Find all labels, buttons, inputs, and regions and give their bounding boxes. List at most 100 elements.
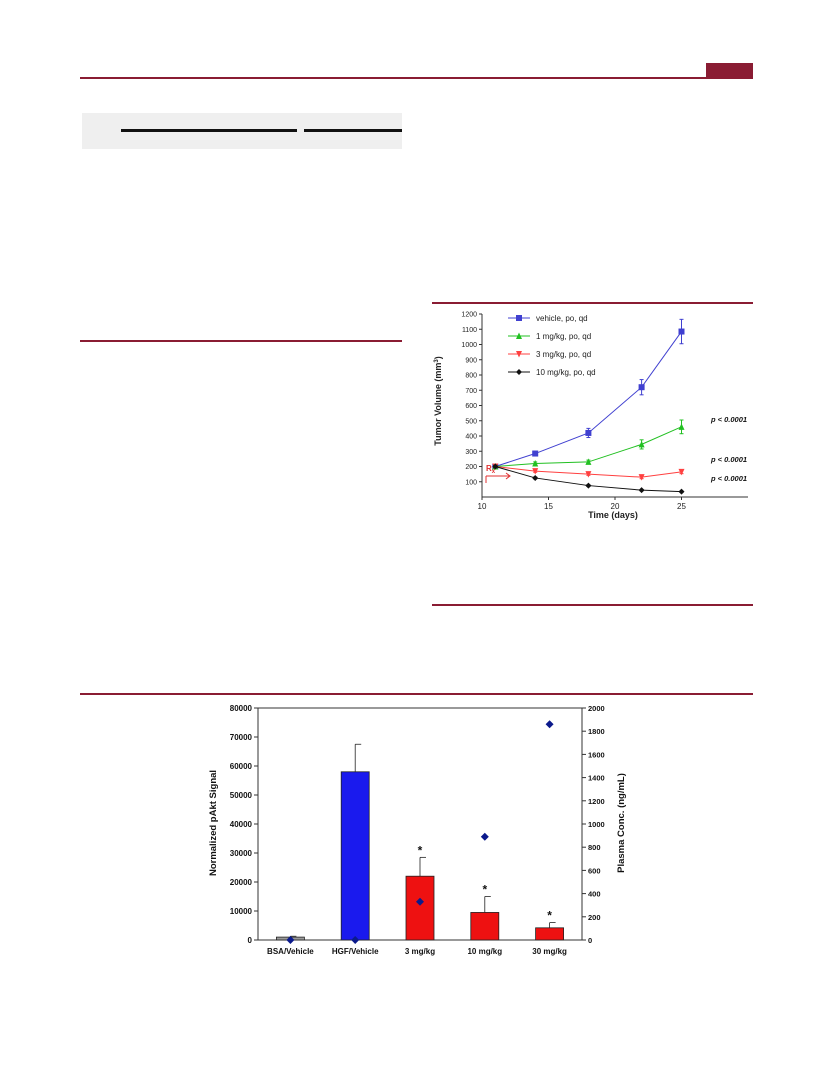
data-point xyxy=(678,328,685,335)
data-point xyxy=(585,458,592,465)
category-label: 30 mg/kg xyxy=(532,947,567,956)
dosing-start-label: Rx xyxy=(486,464,496,475)
legend-item: vehicle, po, qd xyxy=(508,314,588,323)
dosing-start-arrow xyxy=(485,472,511,483)
y-tick-label: 500 xyxy=(465,418,477,425)
y2-tick-label: 0 xyxy=(588,936,592,945)
significance-mark: * xyxy=(547,909,552,923)
y-tick-label: 900 xyxy=(465,357,477,364)
page-number-tab xyxy=(706,63,753,78)
bar-group: * 3 mg/kg xyxy=(405,843,435,956)
p-value-annotation: p < 0.0001 xyxy=(710,455,747,464)
section-rule-left xyxy=(80,340,402,342)
legend-label: 1 mg/kg, po, qd xyxy=(536,332,591,341)
y-tick-label: 800 xyxy=(465,373,477,380)
y-tick-label: 30000 xyxy=(230,849,253,858)
p-value-annotation: p < 0.0001 xyxy=(710,474,747,483)
y2-tick-label: 200 xyxy=(588,913,601,922)
x-axis-label: Time (days) xyxy=(588,510,638,520)
data-point xyxy=(585,429,592,436)
significance-mark: * xyxy=(418,843,423,857)
y-axis-label-left: Normalized pAkt Signal xyxy=(208,770,219,876)
p-value-annotation: p < 0.0001 xyxy=(710,415,747,424)
category-label: 10 mg/kg xyxy=(467,947,502,956)
figure-rule-bottom xyxy=(432,604,753,606)
y2-tick-label: 1000 xyxy=(588,820,605,829)
data-point xyxy=(532,450,539,457)
legend-label: 3 mg/kg, po, qd xyxy=(536,350,591,359)
bar xyxy=(405,875,435,941)
y2-tick-label: 400 xyxy=(588,890,601,899)
y-axis-label: Tumor Volume (mm3) xyxy=(433,356,443,446)
y2-tick-label: 1600 xyxy=(588,750,605,759)
plasma-concentration-marker xyxy=(480,832,489,841)
bar xyxy=(340,771,370,941)
legend-label: vehicle, po, qd xyxy=(536,314,588,323)
y-tick-label: 1100 xyxy=(462,327,477,334)
plasma-concentration-marker xyxy=(351,936,360,944)
data-point xyxy=(638,440,645,448)
y2-tick-label: 2000 xyxy=(588,704,605,713)
y2-tick-label: 600 xyxy=(588,866,601,875)
legend-marker xyxy=(516,369,522,375)
bar xyxy=(535,927,565,941)
y-tick-label: 60000 xyxy=(230,762,253,771)
y-tick-label: 0 xyxy=(248,936,253,945)
y-tick-label: 100 xyxy=(465,479,477,486)
category-label: 3 mg/kg xyxy=(405,947,435,956)
figure-rule-top xyxy=(432,302,753,304)
bar-group: HGF/Vehicle xyxy=(332,743,379,956)
data-point xyxy=(532,459,539,467)
x-tick-label: 10 xyxy=(478,502,487,511)
y-tick-label: 50000 xyxy=(230,791,253,800)
bar-group: * 10 mg/kg xyxy=(467,883,502,957)
y-axis-label-right: Plasma Conc. (ng/mL) xyxy=(616,773,627,873)
significance-mark: * xyxy=(482,883,487,897)
plasma-concentration-marker xyxy=(416,897,424,906)
y-tick-label: 40000 xyxy=(230,820,253,829)
tumor-volume-chart: 100 200 300 400 500 600 700 800 900 1000 1100 1200 1… xyxy=(433,312,748,520)
data-point xyxy=(678,423,685,430)
y-tick-label: 700 xyxy=(465,388,477,395)
y-tick-label: 1000 xyxy=(461,342,477,349)
table-rule-right xyxy=(304,129,402,132)
y-tick-label: 10000 xyxy=(230,907,253,916)
series-2 xyxy=(492,419,685,470)
data-point xyxy=(585,482,592,489)
figure2-rule-top xyxy=(80,693,753,695)
y-tick-label: 400 xyxy=(465,434,477,441)
y2-tick-label: 1800 xyxy=(588,727,605,736)
data-point xyxy=(492,463,499,470)
pakt-bar-chart: 0100002000030000400005000060000700008000… xyxy=(208,704,627,957)
bar-group: * 30 mg/kg xyxy=(532,909,567,956)
legend-marker xyxy=(516,315,522,321)
y-tick-label: 200 xyxy=(465,464,477,471)
data-point xyxy=(678,468,685,476)
data-point xyxy=(638,487,645,494)
series-3 xyxy=(492,463,685,481)
y-tick-label: 1200 xyxy=(461,312,477,319)
legend-item: 10 mg/kg, po, qd xyxy=(508,368,596,377)
data-point xyxy=(585,471,592,478)
category-label: HGF/Vehicle xyxy=(332,947,379,956)
table-rule-left xyxy=(121,129,297,132)
y2-tick-label: 800 xyxy=(588,843,601,852)
data-point xyxy=(678,488,685,495)
legend-item: 3 mg/kg, po, qd xyxy=(508,350,591,359)
header-rule xyxy=(80,77,753,79)
x-tick-label: 25 xyxy=(677,502,686,511)
series-1 xyxy=(492,318,685,470)
data-point xyxy=(638,474,645,481)
series-4 xyxy=(492,463,685,495)
y2-tick-label: 1400 xyxy=(588,774,605,783)
data-point xyxy=(532,474,539,481)
y-tick-label: 600 xyxy=(465,403,477,410)
legend-item: 1 mg/kg, po, qd xyxy=(508,332,591,341)
y-tick-label: 70000 xyxy=(230,733,253,742)
y-tick-label: 80000 xyxy=(230,704,253,713)
data-point xyxy=(532,468,539,475)
plasma-concentration-marker xyxy=(545,720,554,729)
x-tick-label: 20 xyxy=(611,502,620,511)
plasma-concentration-marker xyxy=(286,936,295,944)
category-label: BSA/Vehicle xyxy=(267,947,314,956)
